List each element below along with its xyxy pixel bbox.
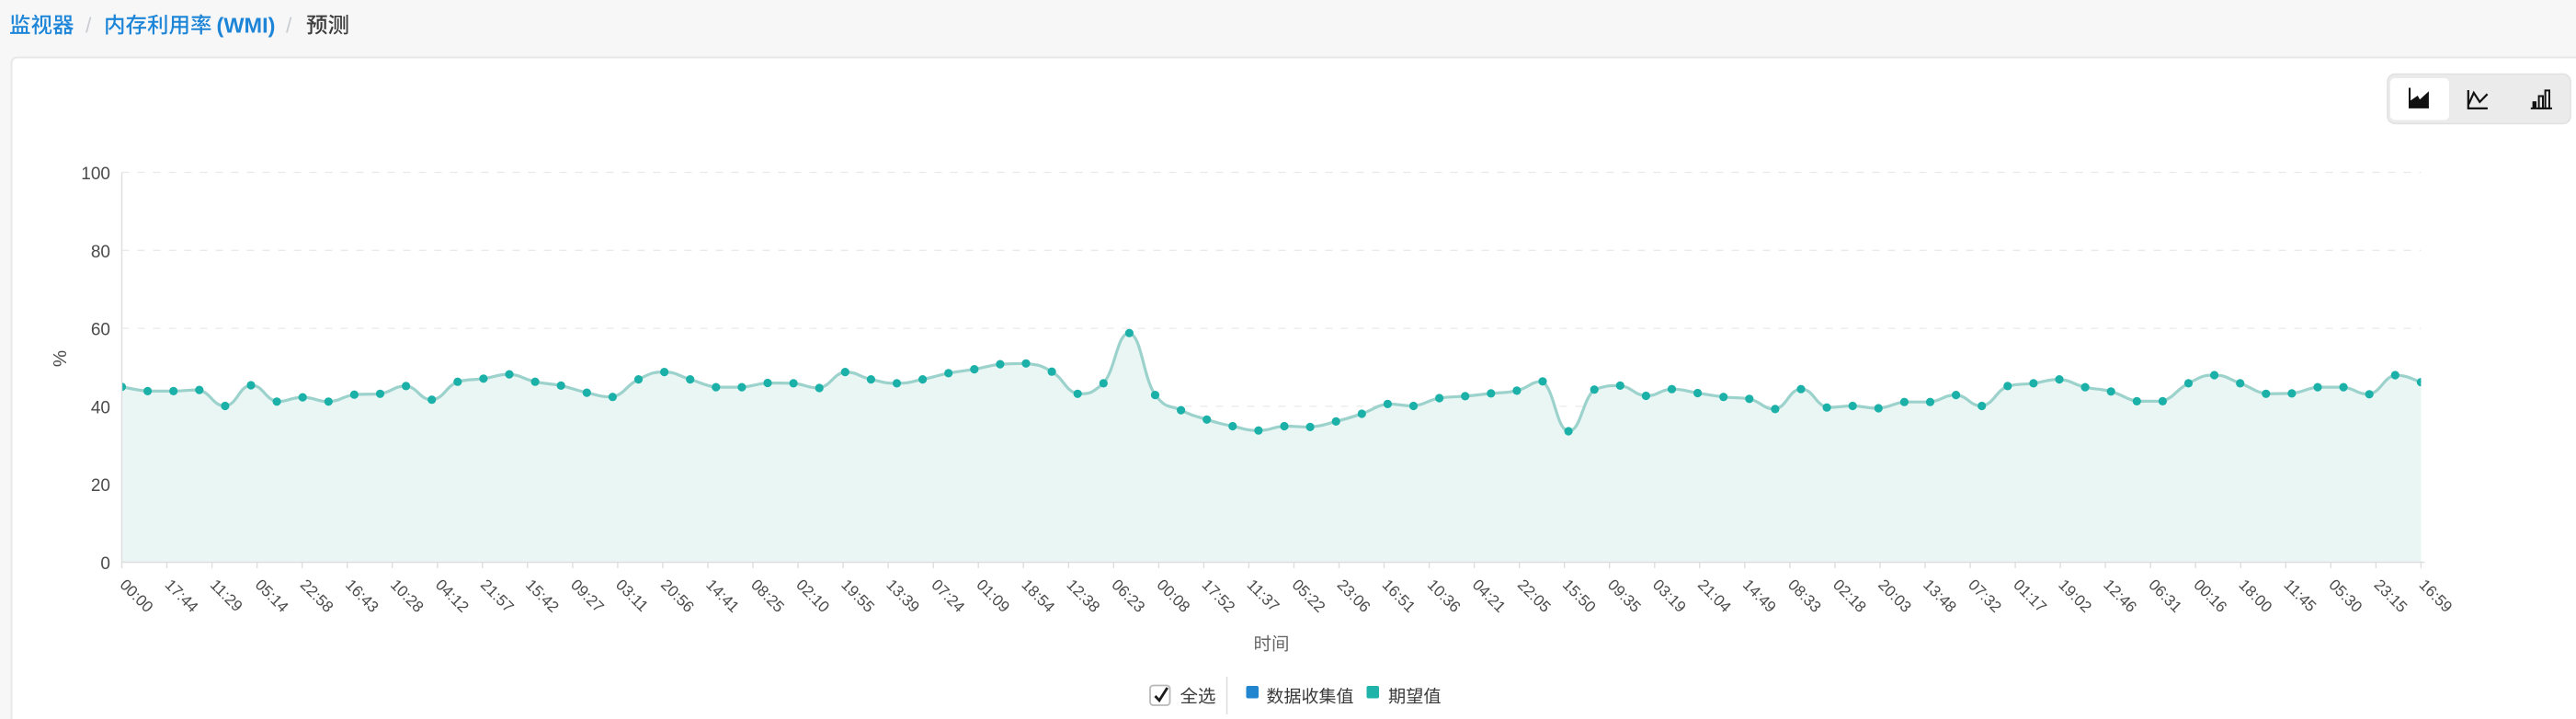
svg-text:60: 60: [91, 321, 110, 340]
svg-text:%: %: [50, 350, 71, 367]
svg-text:(WMI): (WMI): [217, 14, 276, 38]
svg-text:40: 40: [91, 398, 110, 417]
svg-text:/: /: [85, 14, 92, 38]
svg-text:100: 100: [81, 165, 110, 184]
svg-text:0: 0: [100, 554, 110, 574]
svg-text:/: /: [286, 14, 292, 38]
svg-text:80: 80: [91, 243, 110, 262]
svg-text:20: 20: [91, 476, 110, 496]
